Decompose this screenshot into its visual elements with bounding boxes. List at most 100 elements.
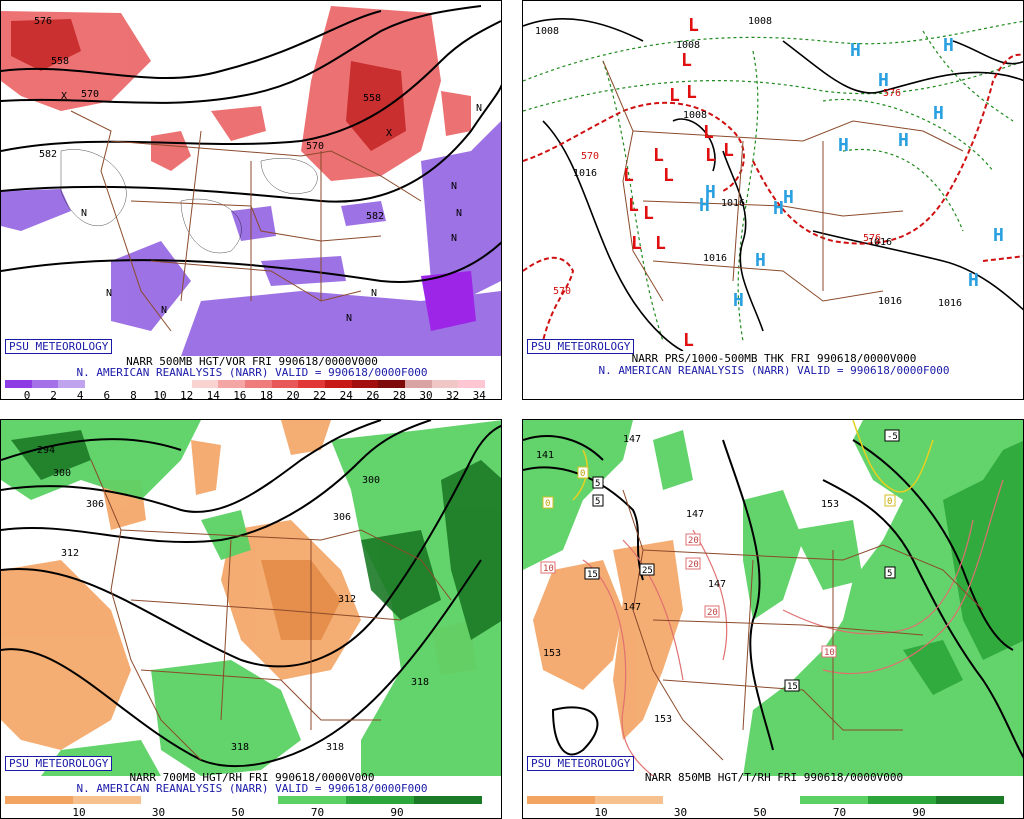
color-bar-segment [527, 796, 596, 804]
isobar-label: 1016 [878, 296, 902, 307]
panel-pressure-thickness: 1008 1008 1008 1016 1016 1016 1016 1016 … [522, 0, 1024, 400]
height-label: 318 [411, 677, 429, 688]
scale-tick-label: 24 [339, 389, 353, 400]
low-center: L [628, 195, 639, 216]
vort-min-symbol: N [451, 181, 457, 192]
contour-label: 576 [34, 16, 52, 27]
scale-tick-label: 8 [130, 389, 137, 400]
panel-subtitle: N. AMERICAN REANALYSIS (NARR) VALID = 99… [598, 364, 950, 377]
scale-tick-label: 50 [231, 806, 245, 819]
isobar-label: 1016 [868, 237, 892, 248]
high-center: H [993, 225, 1004, 246]
isobar-label: 1008 [683, 110, 707, 121]
color-bar-segment [165, 380, 193, 388]
low-center: L [703, 122, 714, 143]
high-center: H [933, 103, 944, 124]
vort-min-symbol: N [81, 208, 87, 219]
height-label: 147 [708, 579, 726, 590]
high-center: H [943, 35, 954, 56]
isobar-label: 1008 [748, 16, 772, 27]
color-bar-segment [31, 380, 59, 388]
panel-title: NARR PRS/1000-500MB THK FRI 990618/0000V… [631, 352, 917, 365]
rh-color-bar [5, 796, 483, 804]
vort-max-symbol: X [386, 128, 392, 139]
psu-meteorology-logo: PSU METEOROLOGY [5, 756, 113, 771]
map-pressure-thickness: 1008 1008 1008 1016 1016 1016 1016 1016 … [523, 1, 1023, 351]
contour-labels: 558 570 582 582 570 558 576 [34, 16, 384, 222]
height-label: 312 [338, 594, 356, 605]
height-label: 147 [686, 509, 704, 520]
color-bar-segment [58, 380, 86, 388]
color-bar-segment [799, 796, 869, 804]
temp-label: 20 [707, 608, 718, 618]
scale-tick-label: 90 [912, 806, 926, 819]
contour-labels: 294 300 306 312 312 306 300 318 318 318 [37, 445, 429, 753]
low-center: L [623, 165, 634, 186]
contour-label: 558 [51, 56, 69, 67]
high-center: H [878, 70, 889, 91]
isobar-label: 1008 [676, 40, 700, 51]
high-center: H [705, 182, 716, 203]
color-bar-segment [413, 796, 483, 804]
high-center: H [699, 195, 710, 216]
color-bar-segment [663, 796, 732, 804]
scale-tick-label: 22 [313, 389, 327, 400]
temp-label: 15 [587, 570, 598, 580]
map-500mb-vorticity: 558 570 582 582 570 558 576 N N N N N N … [1, 1, 501, 356]
temp-label: 5 [595, 497, 600, 507]
color-bar-segment [298, 380, 326, 388]
vort-min-symbol: N [451, 233, 457, 244]
color-bar-segment [111, 380, 139, 388]
thickness-label: 570 [553, 286, 571, 297]
scale-tick-label: 0 [23, 389, 31, 400]
color-bar-segment [271, 380, 299, 388]
contour-label: 582 [39, 149, 57, 160]
isobar-label: 1016 [573, 168, 597, 179]
height-label: 153 [543, 648, 561, 659]
high-center: H [898, 130, 909, 151]
temp-label: 5 [595, 479, 600, 489]
color-bar-segment [5, 796, 74, 804]
vorticity-color-bar [5, 380, 486, 388]
temp-label: 15 [787, 682, 798, 692]
color-bar-segment [935, 796, 1005, 804]
temp-label: 10 [824, 648, 835, 658]
scale-tick-label: 12 [180, 389, 194, 400]
low-center: L [705, 145, 716, 166]
low-pressure-centers: L L L L L L L L L L L L L L L [623, 15, 734, 351]
contour-label: 582 [366, 211, 384, 222]
rh-color-bar [527, 796, 1005, 804]
psu-meteorology-logo: PSU METEOROLOGY [5, 339, 113, 354]
low-center: L [643, 203, 654, 224]
scale-tick-label: 32 [446, 389, 460, 400]
temp-label: 10 [543, 564, 554, 574]
map-700mb-rh: 294 300 306 312 312 306 300 318 318 318 [1, 420, 501, 776]
height-label: 318 [231, 742, 249, 753]
height-label: 300 [53, 468, 71, 479]
scale-tick-label: 10 [153, 389, 167, 400]
contour-labels: 1008 1008 1008 1016 1016 1016 1016 1016 … [535, 16, 962, 309]
scale-tick-label: 20 [286, 389, 300, 400]
contour-label: 570 [306, 141, 324, 152]
panel-700mb-rh: 294 300 306 312 312 306 300 318 318 318 … [0, 419, 502, 819]
panel-subtitle: N. AMERICAN REANALYSIS (NARR) VALID = 99… [76, 366, 428, 379]
scale-tick-label: 2 [50, 389, 57, 400]
height-label: 147 [623, 602, 641, 613]
isobar-label: 1016 [938, 298, 962, 309]
scale-tick-label: 18 [259, 389, 274, 400]
temp-label: 0 [580, 469, 585, 479]
high-center: H [755, 250, 766, 271]
scale-tick-label: 30 [419, 389, 433, 400]
color-bar-segment [141, 796, 210, 804]
high-center: H [850, 40, 861, 61]
scale-tick-label: 90 [390, 806, 404, 819]
high-center: H [968, 270, 979, 291]
scale-tick-label: 50 [753, 806, 767, 819]
panel-title: NARR 500MB HGT/VOR FRI 990618/0000V000 [126, 355, 378, 368]
low-center: L [655, 233, 666, 254]
thickness-label: 576 [863, 233, 881, 244]
high-center: H [733, 290, 744, 311]
color-bar-segment [209, 796, 279, 804]
low-center: L [631, 233, 642, 254]
color-bar-segment [325, 380, 353, 388]
